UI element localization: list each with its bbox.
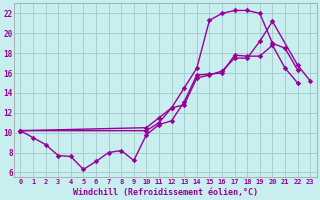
X-axis label: Windchill (Refroidissement éolien,°C): Windchill (Refroidissement éolien,°C) (73, 188, 258, 197)
